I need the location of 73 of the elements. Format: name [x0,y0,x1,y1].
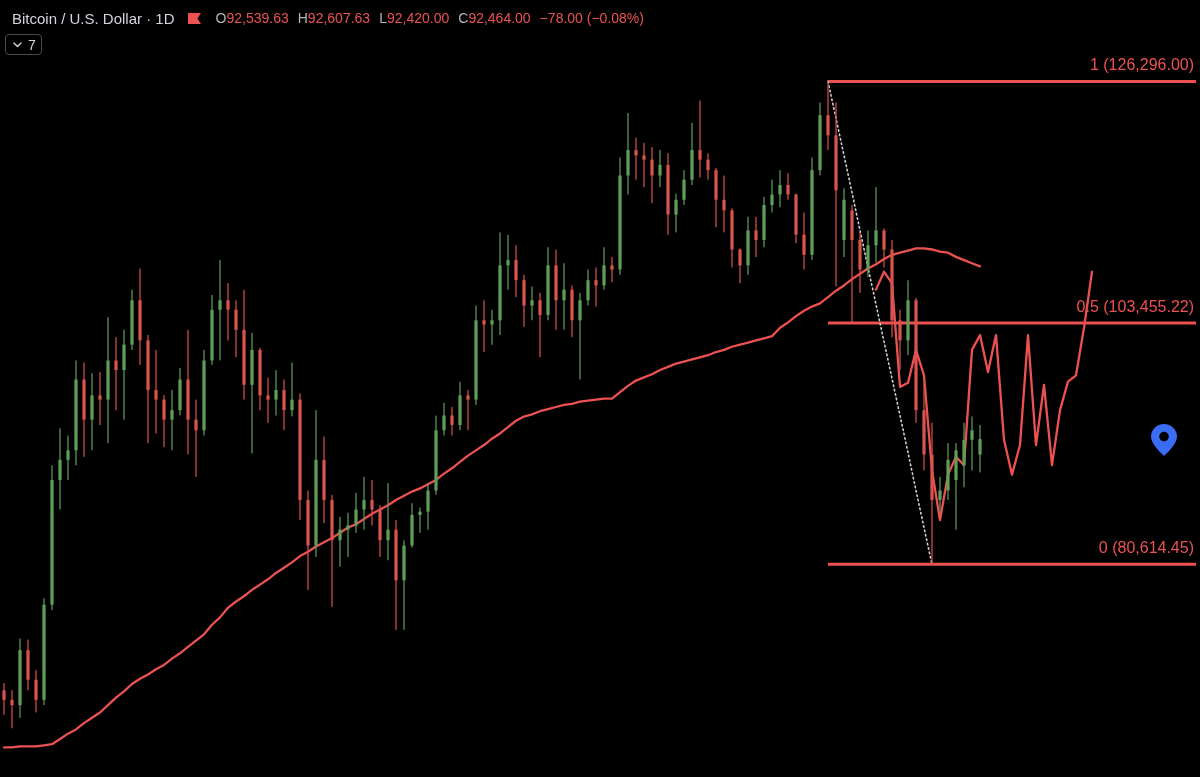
candlestick [882,227,886,269]
candlestick [10,689,14,729]
candlestick [170,389,174,451]
candlestick [346,512,350,558]
candlestick [826,80,830,151]
candlestick [738,247,742,284]
candlestick [418,506,422,534]
candlestick [162,394,166,448]
candlestick [874,186,878,263]
candlestick [706,152,710,181]
candlestick [802,211,806,271]
candlestick [114,336,118,411]
candlestick [466,389,470,431]
annotation: C92,464.00 [458,10,531,26]
candlestick [530,285,534,321]
annotation: H92,607.63 [297,10,371,26]
candlestick [754,216,758,258]
candlestick [266,376,270,424]
annotation: −78.00 (−0.08%) [539,10,644,26]
candlestick [290,362,294,418]
annotation: 7 [28,36,36,53]
candlestick [386,482,390,561]
candlestick [682,169,686,206]
text: Bitcoin / U.S. Dollar · 1D [12,9,175,27]
candlestick [98,371,102,426]
annotation: O92,539.63 [215,10,289,26]
candlestick [34,669,38,714]
candlestick [722,174,726,234]
candlestick [778,169,782,208]
candlestick [898,309,902,371]
candlestick [442,402,446,437]
candlestick [354,492,358,534]
candlestick [234,299,238,358]
candlestick [610,256,614,283]
candlestick [506,234,510,291]
candlestick [642,142,646,188]
candlestick [338,516,342,568]
annotation: L92,420.00 [379,10,450,26]
candlestick [226,282,230,341]
ref-line-label: 0 (80,614.45) [1098,539,1194,557]
candlestick [634,136,638,181]
candlestick [978,424,982,474]
candlestick [154,349,158,435]
candlestick [970,415,974,472]
candlestick [938,476,942,514]
candlestick [490,309,494,346]
candlestick [66,434,70,481]
candlestick [58,427,62,511]
candlestick [786,172,790,201]
candlestick [514,244,518,298]
candlestick [578,292,582,381]
candlestick [658,149,662,188]
candlestick [586,268,590,307]
candlestick [218,259,222,362]
candlestick [594,266,598,308]
candlestick [538,292,542,358]
candlestick [602,246,606,291]
candlestick [2,682,6,716]
candlestick [450,406,454,437]
candlestick [650,146,654,204]
candlestick [698,99,702,179]
dropdown-button: 7 [5,34,42,55]
candlestick [282,378,286,431]
candlestick [674,192,678,234]
candlestick [362,476,366,531]
candlestick [482,299,486,353]
candlestick [274,369,278,417]
candlestick [770,179,774,214]
candlestick [370,479,374,526]
candlestick [426,482,430,531]
ref-line-label: 1 (126,296.00) [1089,56,1194,74]
candlestick [562,262,566,331]
candlestick [194,399,198,478]
